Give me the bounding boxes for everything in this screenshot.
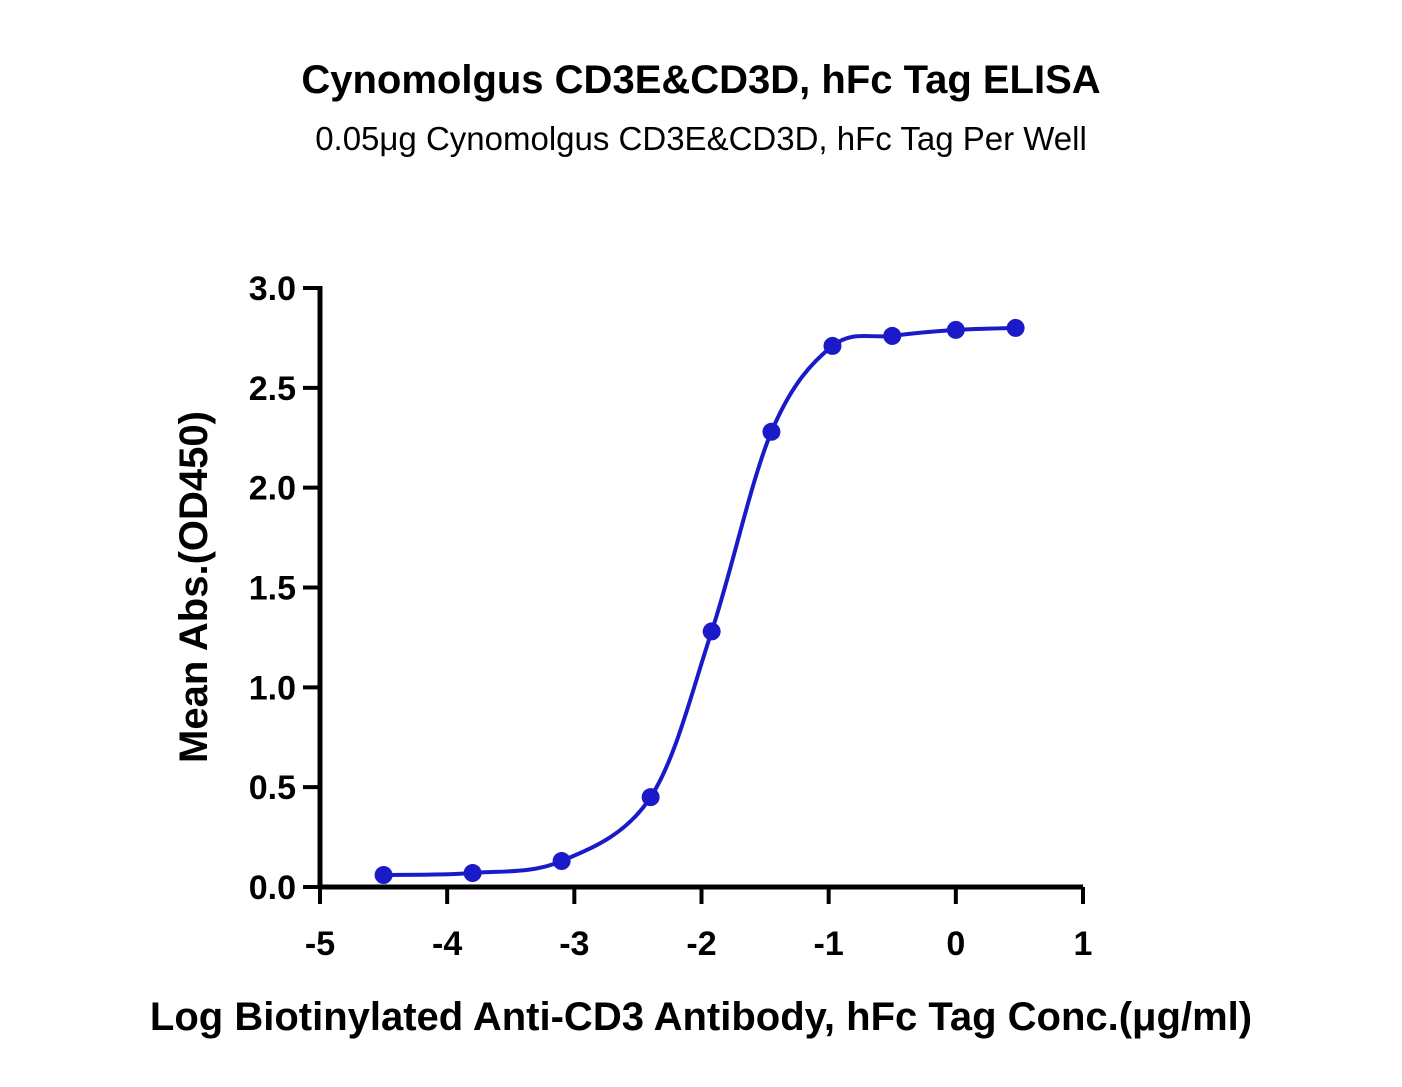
data-point	[702, 622, 721, 641]
y-tick-label: 1.0	[249, 669, 296, 707]
data-point	[883, 326, 902, 345]
data-point	[463, 864, 482, 883]
y-tick-label: 2.5	[249, 370, 296, 408]
data-point	[641, 788, 660, 807]
chart-subtitle: 0.05μg Cynomolgus CD3E&CD3D, hFc Tag Per…	[315, 120, 1087, 157]
x-tick-label: 0	[946, 925, 965, 963]
data-point	[946, 320, 965, 339]
x-tick-label: -4	[432, 925, 462, 963]
y-tick-label: 3.0	[249, 270, 296, 308]
x-tick-label: -2	[686, 925, 716, 963]
y-tick-label: 1.5	[249, 570, 296, 608]
x-tick-label: -5	[305, 925, 335, 963]
data-point	[1006, 318, 1025, 337]
y-tick-label: 0.5	[249, 769, 296, 807]
data-point	[823, 336, 842, 355]
data-point	[552, 852, 571, 871]
data-point	[374, 866, 393, 885]
x-axis-label: Log Biotinylated Anti-CD3 Antibody, hFc …	[150, 995, 1252, 1039]
data-point	[762, 422, 781, 441]
axes	[317, 286, 1083, 890]
x-tick-label: -1	[814, 925, 844, 963]
chart-title: Cynomolgus CD3E&CD3D, hFc Tag ELISA	[301, 58, 1100, 102]
y-axis-label: Mean Abs.(OD450)	[172, 411, 216, 763]
fit-curve	[383, 325, 1016, 878]
y-tick-label: 0.0	[249, 869, 296, 907]
y-tick-label: 2.0	[249, 470, 296, 508]
x-tick-label: -3	[559, 925, 589, 963]
ticks: -5 -4 -3 -2 -1 0 1 0.0 0.5 1.0 1.5 2.0 2.5 3.0	[249, 270, 1093, 963]
data-points	[374, 318, 1025, 885]
x-tick-label: 1	[1074, 925, 1093, 963]
